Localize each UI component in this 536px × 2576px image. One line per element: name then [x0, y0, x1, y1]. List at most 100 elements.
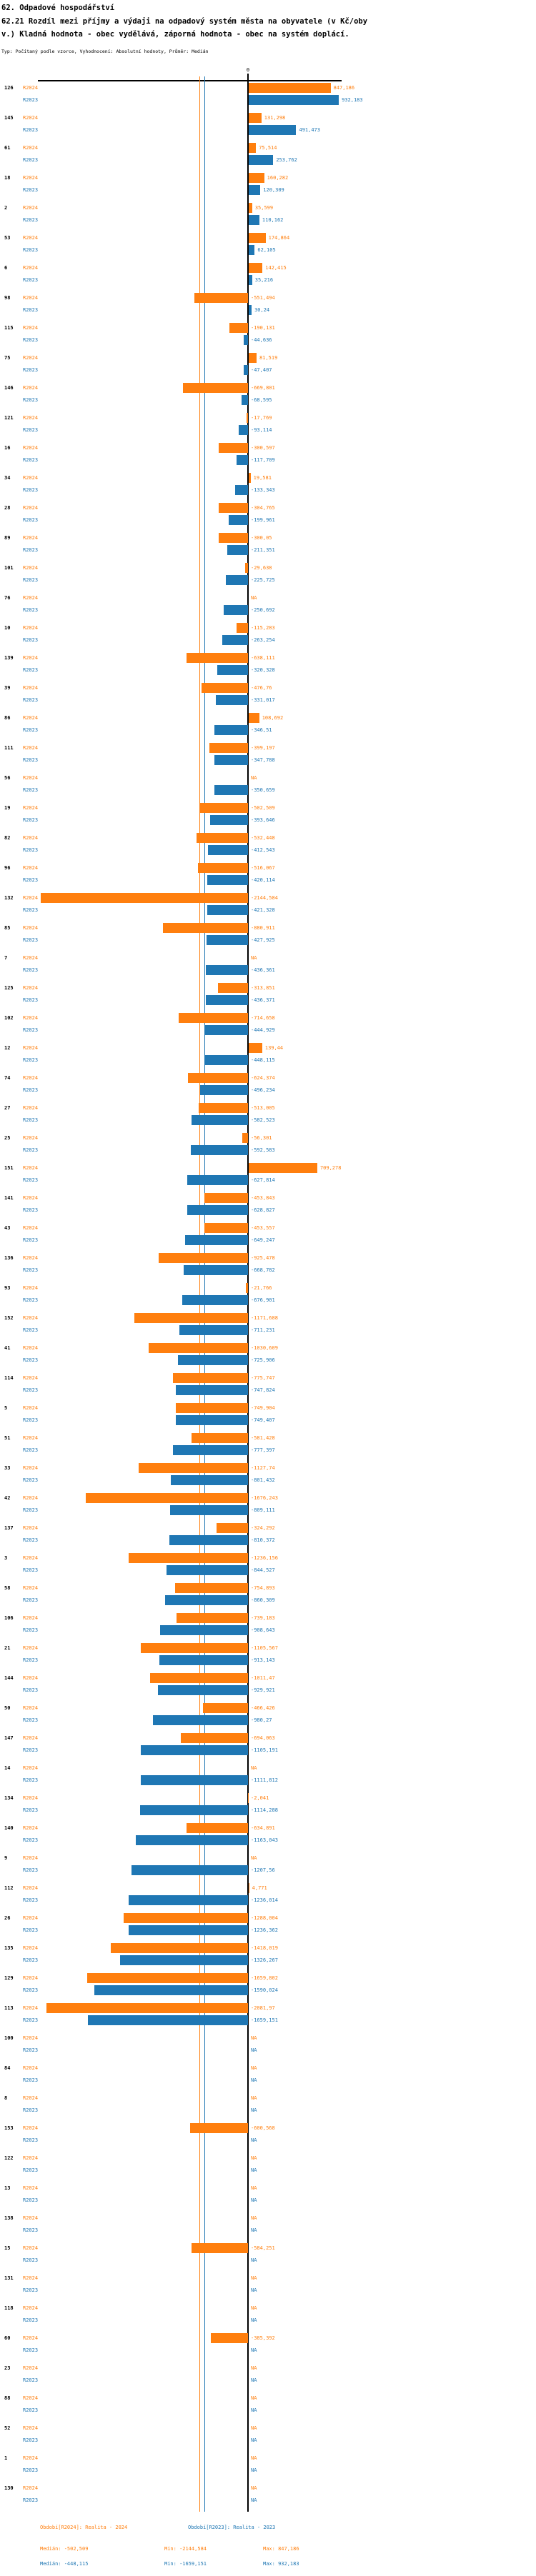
series-label-r2024: R2024	[23, 2365, 39, 2371]
row-id-label: 82	[4, 835, 11, 841]
bar-r2023	[217, 665, 248, 676]
value-label-r2023: -1236,362	[251, 1927, 278, 1934]
bar-r2024	[210, 2333, 248, 2343]
row-id-label: 5	[4, 1405, 8, 1411]
series-label-r2023: R2023	[23, 1087, 39, 1094]
median-line-r2023	[204, 76, 205, 2512]
series-label-r2024: R2024	[23, 1795, 39, 1801]
value-label-r2024: -304,765	[251, 505, 275, 511]
bar-r2023	[241, 395, 248, 406]
row-id-label: 2	[4, 205, 8, 211]
value-label-r2024: -17,769	[251, 415, 272, 421]
value-label-r2023: -44,636	[251, 337, 272, 344]
value-label-r2023: -592,583	[251, 1147, 275, 1154]
bar-r2024	[204, 1223, 248, 1233]
series-label-r2024: R2024	[23, 445, 39, 451]
value-label-r2024: -581,428	[251, 1435, 275, 1441]
series-label-r2023: R2023	[23, 2407, 39, 2414]
value-label-r2024: 75,514	[259, 145, 277, 151]
series-label-r2023: R2023	[23, 277, 39, 284]
value-label-r2024: NA	[251, 1855, 257, 1861]
series-label-r2023: R2023	[23, 2197, 39, 2204]
series-label-r2023: R2023	[23, 127, 39, 134]
bar-r2023	[164, 1595, 248, 1606]
series-label-r2023: R2023	[23, 487, 39, 494]
bar-r2024	[198, 1103, 248, 1113]
row-id-label: 34	[4, 475, 11, 481]
row-id-label: 6	[4, 265, 8, 271]
value-label-r2024: 35,599	[254, 205, 274, 211]
bar-r2023	[175, 1415, 248, 1426]
value-label-r2023: -444,929	[251, 1027, 275, 1034]
series-label-r2023: R2023	[23, 757, 39, 764]
row-id-label: 102	[4, 1015, 14, 1021]
row-id-label: 9	[4, 1855, 8, 1861]
value-label-r2023: NA	[251, 2137, 257, 2144]
series-label-r2023: R2023	[23, 1777, 39, 1784]
row-id-label: 98	[4, 295, 11, 301]
series-label-r2024: R2024	[23, 1765, 39, 1771]
value-label-r2023: -436,371	[251, 997, 275, 1004]
bar-r2023	[153, 1715, 248, 1726]
series-label-r2023: R2023	[23, 1447, 39, 1454]
row-id-label: 15	[4, 2245, 11, 2251]
series-label-r2024: R2024	[23, 595, 39, 601]
value-label-r2024: -1171,688	[251, 1315, 278, 1321]
bar-r2024	[187, 1073, 248, 1083]
series-label-r2024: R2024	[23, 2485, 39, 2491]
series-label-r2024: R2024	[23, 2335, 39, 2341]
value-label-r2024: -2,041	[251, 1795, 269, 1801]
series-label-r2023: R2023	[23, 247, 39, 254]
bar-r2024	[229, 323, 248, 333]
series-label-r2023: R2023	[23, 1267, 39, 1274]
bar-r2024	[219, 443, 248, 453]
value-label-r2024: 174,864	[268, 235, 290, 241]
series-label-r2023: R2023	[23, 1357, 39, 1364]
series-label-r2023: R2023	[23, 1417, 39, 1424]
row-id-label: 113	[4, 2005, 14, 2011]
series-label-r2024: R2024	[23, 1945, 39, 1951]
value-label-r2023: -676,901	[251, 1297, 275, 1304]
value-label-r2024: -600,568	[251, 2125, 275, 2131]
value-label-r2023: -263,254	[251, 637, 275, 644]
row-id-label: 145	[4, 115, 14, 121]
value-label-r2024: 131,298	[264, 115, 286, 121]
bar-r2023	[94, 1985, 248, 1996]
series-label-r2023: R2023	[23, 2467, 39, 2474]
bar-r2023	[169, 1505, 248, 1516]
row-id-label: 93	[4, 1285, 11, 1291]
row-id-label: 18	[4, 175, 11, 181]
series-label-r2024: R2024	[23, 1855, 39, 1861]
series-label-r2024: R2024	[23, 535, 39, 541]
row-id-label: 115	[4, 325, 14, 331]
value-label-r2023: NA	[251, 2347, 257, 2354]
bar-r2023	[159, 1655, 248, 1666]
series-label-r2024: R2024	[23, 2395, 39, 2401]
value-label-r2024: -56,301	[251, 1135, 272, 1141]
series-label-r2023: R2023	[23, 667, 39, 674]
series-label-r2024: R2024	[23, 1105, 39, 1111]
bar-r2024	[141, 1643, 248, 1653]
bar-r2024	[204, 1193, 248, 1203]
value-label-r2023: -711,231	[251, 1327, 275, 1334]
row-id-label: 122	[4, 2155, 14, 2161]
series-label-r2023: R2023	[23, 1807, 39, 1814]
series-label-r2023: R2023	[23, 607, 39, 614]
series-label-r2024: R2024	[23, 655, 39, 661]
bar-r2023	[140, 1775, 248, 1786]
indicator-meta: Typ: Počítaný podle vzorce, Vyhodnocení:…	[1, 49, 209, 54]
bar-r2023	[141, 1745, 248, 1756]
value-label-r2023: -582,523	[251, 1117, 275, 1124]
bar-r2023	[166, 1565, 248, 1576]
bar-r2023	[207, 875, 248, 886]
value-label-r2023: -749,407	[251, 1417, 275, 1424]
value-label-r2023: -47,407	[251, 367, 272, 374]
bar-r2024	[46, 2003, 248, 2013]
series-label-r2023: R2023	[23, 937, 39, 944]
bar-r2024	[244, 563, 248, 573]
series-label-r2024: R2024	[23, 1495, 39, 1501]
value-label-r2024: -21,766	[251, 1285, 272, 1291]
bar-r2024	[246, 413, 248, 423]
series-label-r2023: R2023	[23, 1987, 39, 1994]
series-label-r2024: R2024	[23, 2215, 39, 2221]
